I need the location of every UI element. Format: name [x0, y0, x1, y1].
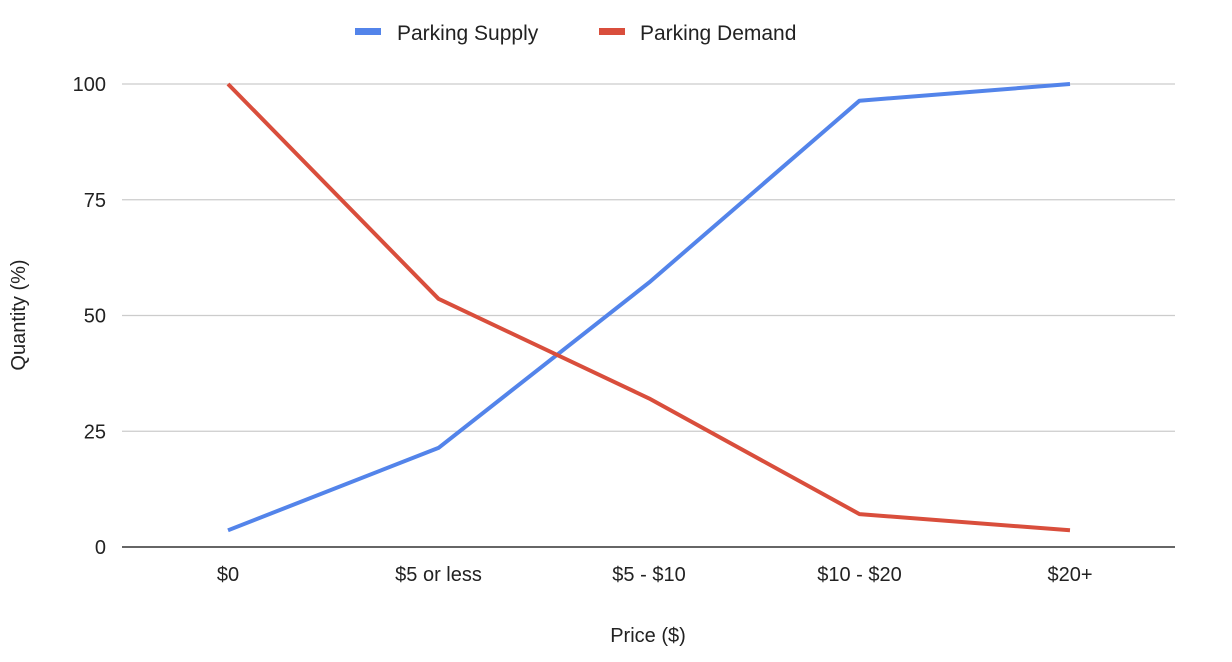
y-axis-ticks: 0 25 50 75 100 [73, 74, 106, 559]
y-tick-label: 50 [84, 306, 106, 328]
series-line-demand[interactable] [226, 82, 1071, 533]
x-tick-label: $5 - $10 [612, 564, 685, 586]
y-tick-label: 100 [73, 74, 106, 96]
x-axis-title: Price ($) [610, 625, 686, 647]
legend-label-supply: Parking Supply [397, 22, 539, 45]
series-line-supply[interactable] [227, 82, 1071, 533]
y-tick-label: 0 [95, 537, 106, 559]
legend-label-demand: Parking Demand [640, 22, 796, 45]
x-tick-label: $20+ [1047, 564, 1092, 586]
y-tick-label: 75 [84, 190, 106, 212]
x-tick-label: $10 - $20 [817, 564, 902, 586]
x-tick-label: $0 [217, 564, 239, 586]
y-tick-label: 25 [84, 421, 106, 443]
legend-swatch-demand [599, 28, 625, 35]
y-axis-title: Quantity (%) [8, 259, 30, 370]
legend-swatch-supply [355, 28, 381, 35]
legend-item-supply[interactable]: Parking Supply [355, 22, 539, 45]
legend: Parking Supply Parking Demand [355, 22, 796, 45]
legend-item-demand[interactable]: Parking Demand [599, 22, 796, 45]
series-lines [226, 82, 1071, 533]
gridlines [122, 83, 1175, 548]
x-tick-label: $5 or less [395, 564, 482, 586]
x-axis-ticks: $0 $5 or less $5 - $10 $10 - $20 $20+ [217, 564, 1093, 586]
